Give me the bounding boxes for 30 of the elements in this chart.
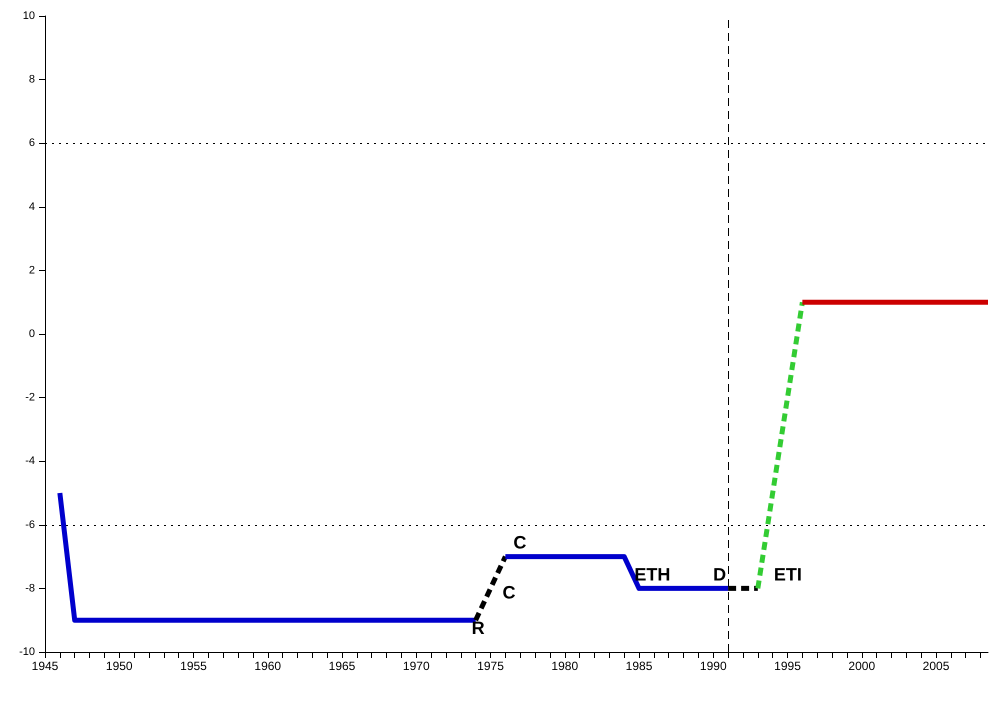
x-tick-label: 1970	[402, 659, 430, 673]
y-tick-label: 4	[28, 200, 35, 213]
annotation: D	[713, 564, 726, 584]
y-tick-label: 0	[28, 328, 35, 340]
x-tick-label: 1960	[254, 659, 282, 673]
y-tick-label: 8	[28, 74, 35, 86]
x-tick-label: 1985	[626, 659, 653, 673]
y-tick-label: -10	[19, 646, 35, 658]
x-tick-label: 2000	[848, 659, 876, 673]
x-tick-label: 2005	[922, 659, 950, 673]
y-tick-label: -6	[25, 518, 35, 531]
annotation: ETH	[634, 564, 670, 584]
x-tick-label: 1965	[328, 659, 356, 673]
y-tick-label: 2	[28, 264, 35, 276]
y-tick-label: 6	[28, 137, 35, 150]
annotation: C	[502, 582, 516, 602]
y-tick-label: -8	[25, 582, 35, 594]
y-tick-label: -2	[25, 392, 35, 404]
x-tick-label: 1990	[700, 659, 727, 673]
annotation: R	[472, 618, 485, 638]
y-tick-label: 10	[22, 10, 35, 22]
x-tick-label: 1995	[774, 659, 802, 673]
annotation: ETI	[774, 564, 802, 584]
x-tick-label: 1980	[551, 659, 578, 673]
y-tick-label: -4	[25, 455, 35, 468]
x-tick-label: 1950	[106, 659, 133, 673]
x-tick-label: 1945	[32, 659, 59, 673]
x-tick-label: 1975	[477, 659, 504, 673]
x-tick-label: 1955	[180, 659, 208, 673]
annotation: C	[513, 532, 526, 553]
